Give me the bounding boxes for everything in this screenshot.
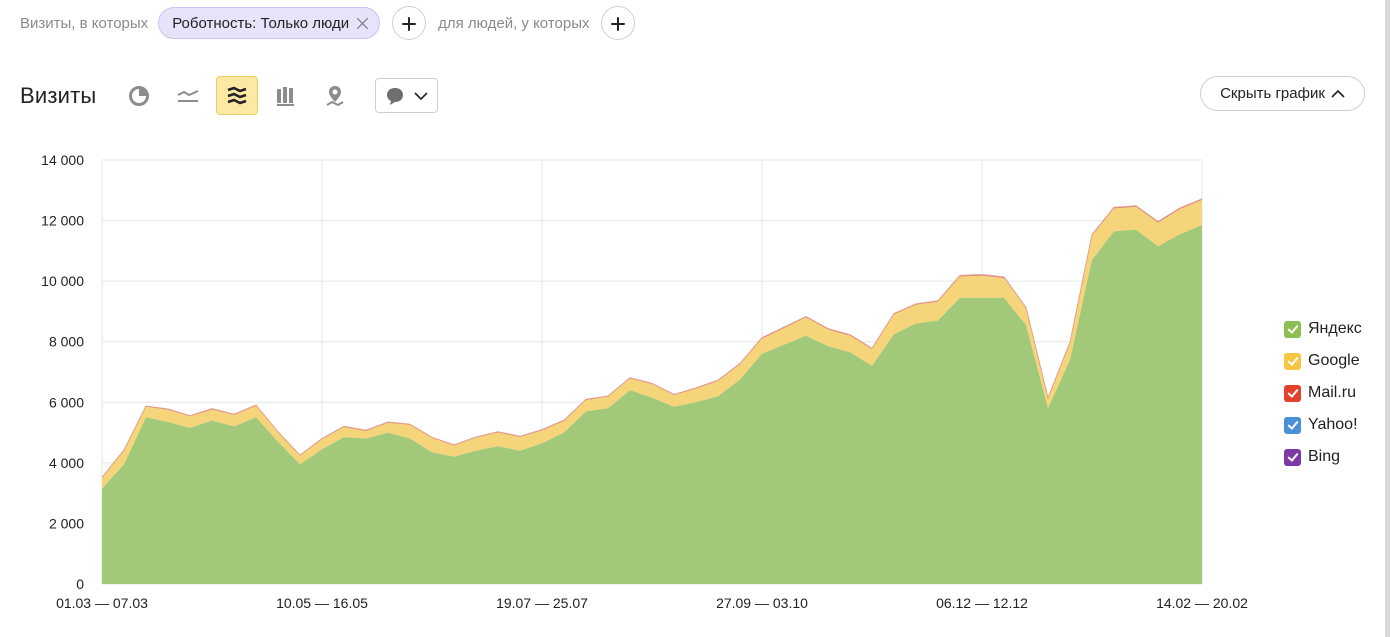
comment-icon <box>387 87 403 105</box>
legend-item-Yahoo![interactable]: Yahoo! <box>1284 409 1362 441</box>
bar-chart-button[interactable] <box>265 76 307 115</box>
chart-title: Визиты <box>20 83 97 108</box>
chevron-down-icon <box>414 91 428 100</box>
line-chart-icon <box>177 89 199 102</box>
area-series-Яндекс[interactable] <box>102 225 1202 584</box>
legend-item-Яндекс[interactable]: Яндекс <box>1284 313 1362 345</box>
x-tick-label: 27.09 — 03.10 <box>716 595 808 611</box>
stack-top-outline <box>101 198 1203 478</box>
close-icon[interactable] <box>356 17 369 30</box>
legend-item-Bing[interactable]: Bing <box>1284 441 1362 473</box>
x-tick-label: 10.05 — 16.05 <box>276 595 368 611</box>
legend-checkbox[interactable] <box>1284 352 1301 370</box>
legend-label: Яндекс <box>1308 320 1362 337</box>
segment-filter-bar: Визиты, в которых Роботность: Только люд… <box>20 6 636 40</box>
right-edge-border <box>1385 0 1390 637</box>
y-tick-label: 0 <box>76 576 84 592</box>
y-tick-label: 14 000 <box>41 152 84 168</box>
legend-checkbox[interactable] <box>1284 320 1301 338</box>
x-tick-label: 06.12 — 12.12 <box>936 595 1028 611</box>
map-button[interactable] <box>314 76 356 115</box>
chevron-up-icon <box>1331 89 1345 98</box>
filter-chip-robotness[interactable]: Роботность: Только люди <box>158 7 381 39</box>
pie-chart-icon <box>129 85 149 106</box>
y-tick-label: 8 000 <box>49 334 84 350</box>
add-visit-condition-button[interactable] <box>392 6 427 40</box>
y-tick-label: 12 000 <box>41 213 84 229</box>
legend-label: Mail.ru <box>1308 384 1357 401</box>
x-tick-label: 14.02 — 20.02 <box>1156 595 1248 611</box>
legend-checkbox[interactable] <box>1284 384 1301 402</box>
y-tick-label: 2 000 <box>49 515 84 531</box>
pie-chart-button[interactable] <box>118 76 160 115</box>
area-stacked-button[interactable] <box>216 76 258 115</box>
legend-label: Google <box>1308 352 1360 369</box>
x-tick-label: 01.03 — 07.03 <box>56 595 148 611</box>
x-tick-label: 19.07 — 25.07 <box>496 595 588 611</box>
legend-checkbox[interactable] <box>1284 448 1301 466</box>
filter-second-text: для людей, у которых <box>438 14 590 32</box>
y-tick-label: 10 000 <box>41 273 84 289</box>
legend-item-Mail.ru[interactable]: Mail.ru <box>1284 377 1362 409</box>
legend-label: Bing <box>1308 448 1341 465</box>
y-tick-label: 4 000 <box>49 455 84 471</box>
map-icon <box>326 85 344 106</box>
visits-area-chart: 0 2 000 4 000 6 000 8 000 10 000 12 000 14 000 0… <box>41 152 1248 611</box>
hide-chart-label: Скрыть график <box>1220 85 1325 102</box>
bar-chart-icon <box>277 86 294 106</box>
line-chart-button[interactable] <box>167 76 209 115</box>
legend-checkbox[interactable] <box>1284 416 1301 434</box>
legend-item-Google[interactable]: Google <box>1284 345 1362 377</box>
hide-chart-button[interactable]: Скрыть график <box>1200 76 1365 111</box>
filter-chip-label: Роботность: Только люди <box>172 14 350 32</box>
chart-legend: Яндекс Google Mail.ru Yahoo! Bing <box>1284 313 1362 473</box>
legend-label: Yahoo! <box>1308 416 1358 433</box>
annotations-dropdown[interactable] <box>375 78 438 113</box>
add-user-condition-button[interactable] <box>601 6 636 40</box>
filter-prefix-text: Визиты, в которых <box>20 14 149 32</box>
area-stacked-icon <box>227 86 247 104</box>
y-tick-label: 6 000 <box>49 394 84 410</box>
